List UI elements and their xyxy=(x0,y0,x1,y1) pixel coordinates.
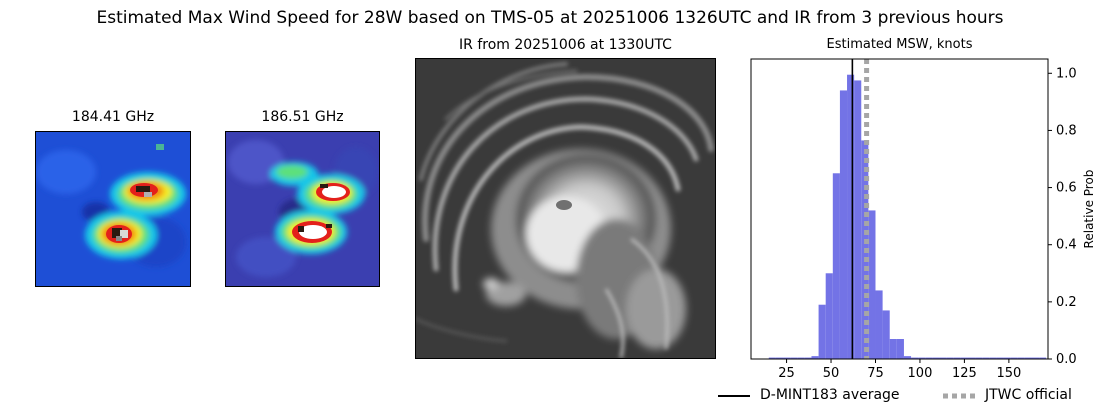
hist-bar-21 xyxy=(918,357,926,359)
hist-bar-27 xyxy=(960,357,968,359)
hist-title: Estimated MSW, knots xyxy=(826,37,973,52)
hist-bar-4 xyxy=(797,357,805,359)
y-tick-label-5: 1.0 xyxy=(1056,66,1077,81)
x-tick-label-3: 100 xyxy=(908,366,933,381)
y-tick-label-0: 0.0 xyxy=(1056,352,1077,367)
hist-bar-14 xyxy=(868,210,876,359)
ir-title: IR from 20251006 at 1330UTC xyxy=(459,37,672,53)
hist-bar-12 xyxy=(854,80,862,359)
hist-bar-36 xyxy=(1024,357,1032,359)
figure-title: Estimated Max Wind Speed for 28W based o… xyxy=(96,8,1004,28)
hist-bar-22 xyxy=(925,357,933,359)
hist-bar-34 xyxy=(1010,357,1018,359)
legend-solid-swatch xyxy=(718,395,750,397)
histogram-bars xyxy=(768,74,1047,359)
legend-average-label: D-MINT183 average xyxy=(760,387,900,403)
mw1-image xyxy=(35,131,191,287)
hist-bar-31 xyxy=(989,357,997,359)
x-tick-label-5: 150 xyxy=(996,366,1021,381)
hist-bar-2 xyxy=(783,357,791,359)
hist-bar-6 xyxy=(811,356,819,359)
y-tick-label-3: 0.6 xyxy=(1056,181,1077,196)
legend-dotted-swatch xyxy=(943,393,975,399)
histogram-chart: 25 50 75 100 125 150 0.0 0.2 0.4 0.6 0.8 1.0 Relat… xyxy=(750,58,1096,381)
hist-bar-32 xyxy=(996,357,1004,359)
hist-bar-10 xyxy=(839,90,848,359)
hist-bar-17 xyxy=(889,339,897,359)
hist-frame xyxy=(750,58,1049,360)
hist-bar-7 xyxy=(818,304,826,359)
hist-bar-30 xyxy=(982,357,990,359)
hist-bar-33 xyxy=(1003,357,1011,359)
hist-bar-1 xyxy=(775,357,784,359)
y-tick-label-4: 0.8 xyxy=(1056,123,1077,138)
x-axis-ticks: 25 50 75 100 125 150 xyxy=(778,359,1021,381)
y-axis-ticks: 0.0 0.2 0.4 0.6 0.8 1.0 xyxy=(1048,66,1077,367)
hist-bar-18 xyxy=(896,339,904,359)
y-axis-label: Relative Prob xyxy=(1082,170,1096,249)
hist-bar-9 xyxy=(832,173,840,359)
hist-bar-20 xyxy=(911,357,919,359)
mw2-title: 186.51 GHz xyxy=(261,109,344,125)
x-tick-label-4: 125 xyxy=(952,366,977,381)
x-tick-label-0: 25 xyxy=(778,366,795,381)
hist-bar-8 xyxy=(825,273,833,359)
hist-bar-35 xyxy=(1017,357,1025,359)
hist-bar-3 xyxy=(790,357,798,359)
y-tick-label-2: 0.4 xyxy=(1056,238,1077,253)
hist-bar-11 xyxy=(847,74,855,359)
hist-bar-29 xyxy=(975,357,983,359)
hist-bar-37 xyxy=(1031,357,1040,359)
legend: D-MINT183 average JTWC official xyxy=(718,386,1098,406)
x-tick-label-1: 50 xyxy=(823,366,840,381)
mw2-image xyxy=(225,131,380,287)
ir-image xyxy=(415,58,716,359)
x-tick-label-2: 75 xyxy=(867,366,884,381)
hist-bar-19 xyxy=(903,356,912,359)
hist-bar-25 xyxy=(946,357,954,359)
hist-bar-24 xyxy=(939,357,947,359)
hist-bar-16 xyxy=(882,310,890,359)
hist-bar-38 xyxy=(1039,357,1047,359)
mw1-title: 184.41 GHz xyxy=(71,109,155,125)
hist-bar-28 xyxy=(967,357,976,359)
hist-bar-26 xyxy=(953,357,961,359)
legend-jtwc-label: JTWC official xyxy=(985,387,1072,403)
hist-bar-15 xyxy=(875,290,883,359)
y-tick-label-1: 0.2 xyxy=(1056,295,1077,310)
hist-bar-5 xyxy=(804,357,812,359)
hist-bar-0 xyxy=(768,357,776,359)
hist-bar-23 xyxy=(932,357,940,359)
